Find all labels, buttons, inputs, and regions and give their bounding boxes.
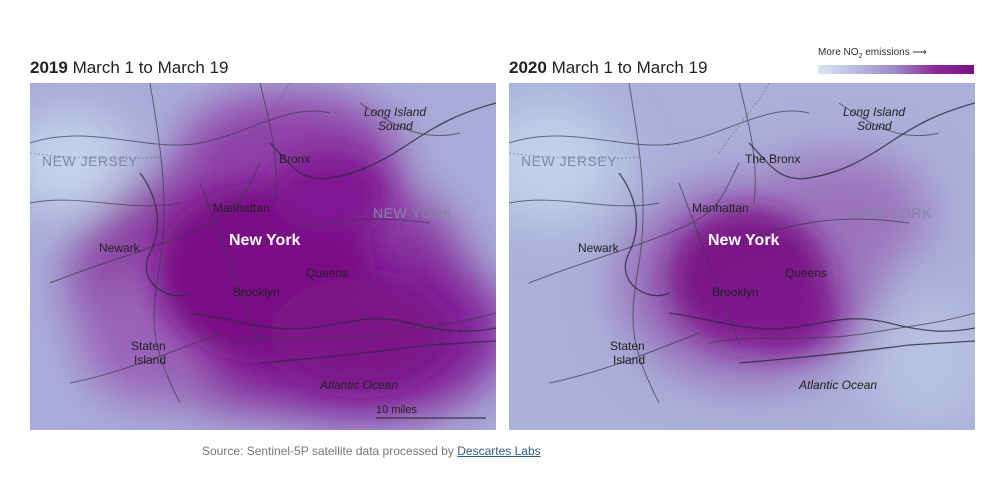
no2-legend: More NO2 emissions ⟶: [818, 47, 974, 74]
label-newark: Newark: [99, 241, 141, 255]
panel-year: 2019: [30, 58, 68, 77]
map-2019: NEW JERSEY NEW YORK Long Island Sound Br…: [30, 83, 496, 430]
label-new-jersey: NEW JERSEY: [521, 153, 617, 169]
map-2020: NEW JERSEY NEW YORK Long Island Sound Th…: [509, 83, 975, 430]
label-newark: Newark: [578, 241, 620, 255]
legend-gradient-bar: [818, 65, 974, 74]
label-queens: Queens: [306, 266, 348, 280]
coastline: [618, 102, 975, 364]
label-staten: Staten: [131, 339, 166, 353]
descartes-labs-link[interactable]: Descartes Labs: [457, 444, 541, 458]
label-new-jersey: NEW JERSEY: [42, 153, 138, 169]
scale-bar-label: 10 miles: [376, 404, 417, 416]
label-long-island-sound: Long Island: [364, 105, 426, 119]
label-bronx: The Bronx: [745, 152, 800, 166]
arrow-right-icon: ⟶: [912, 47, 927, 58]
label-atlantic-ocean: Atlantic Ocean: [319, 378, 398, 392]
label-staten: Staten: [610, 339, 645, 353]
label-island: Island: [134, 353, 166, 367]
label-long-island-sound: Long Island: [843, 105, 905, 119]
label-long-island-sound-2: Sound: [378, 119, 413, 133]
map-roads: [30, 83, 496, 404]
source-note: Source: Sentinel-5P satellite data proce…: [202, 444, 541, 458]
label-long-island-sound-2: Sound: [857, 119, 892, 133]
label-new-york-city: New York: [229, 232, 301, 249]
panel-title-2019: 2019 March 1 to March 19: [30, 58, 228, 78]
label-atlantic-ocean: Atlantic Ocean: [798, 378, 877, 392]
label-brooklyn: Brooklyn: [712, 285, 759, 299]
label-new-york-city: New York: [708, 232, 780, 249]
label-new-york-state: NEW YORK: [373, 205, 453, 221]
panel-year: 2020: [509, 58, 547, 77]
label-manhattan: Manhattan: [692, 201, 749, 215]
label-island: Island: [613, 353, 645, 367]
legend-label: More NO2 emissions ⟶: [818, 47, 927, 60]
panel-dates: March 1 to March 19: [551, 58, 708, 77]
map-roads: [509, 83, 975, 404]
label-new-york-state: NEW YORK: [852, 205, 932, 221]
label-brooklyn: Brooklyn: [233, 285, 280, 299]
label-queens: Queens: [785, 266, 827, 280]
label-manhattan: Manhattan: [213, 201, 270, 215]
panel-title-2020: 2020 March 1 to March 19: [509, 58, 707, 78]
panel-dates: March 1 to March 19: [72, 58, 229, 77]
label-bronx: Bronx: [279, 152, 310, 166]
coastline: [139, 102, 496, 364]
